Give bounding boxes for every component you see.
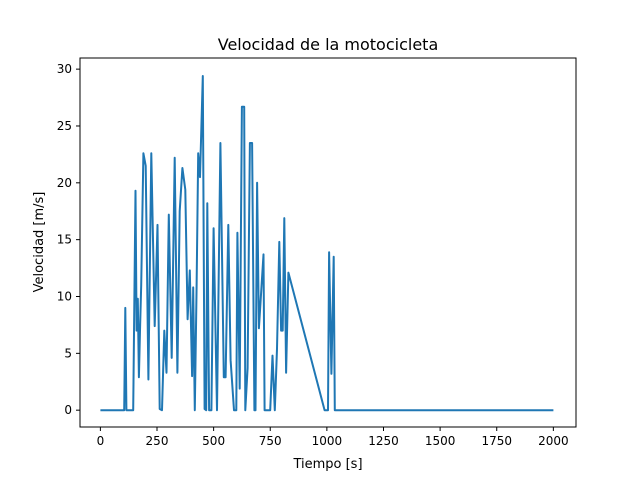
x-tick-label: 500 (202, 434, 225, 448)
y-tick-label: 15 (57, 233, 72, 247)
x-tick-label: 1750 (481, 434, 512, 448)
x-tick-label: 750 (259, 434, 282, 448)
plot-area (100, 75, 554, 412)
y-tick-label: 10 (57, 289, 72, 303)
y-tick-label: 5 (64, 346, 72, 360)
x-tick-label: 0 (97, 434, 105, 448)
y-axis-label: Velocidad [m/s] (32, 192, 47, 293)
x-tick-label: 1500 (425, 434, 456, 448)
y-tick-label: 30 (57, 62, 72, 76)
y-tick-label: 0 (64, 403, 72, 417)
chart-title: Velocidad de la motocicleta (218, 35, 439, 54)
tick-group: 0 250 500 750 1000 1250 1500 1750 2000 0 5 10 15 20 25… (57, 62, 569, 448)
x-tick-label: 1000 (312, 434, 343, 448)
x-axis-label: Tiempo [s] (292, 457, 362, 472)
x-tick-label: 1250 (368, 434, 399, 448)
axes-frame (79, 57, 577, 428)
x-tick-label: 2000 (538, 434, 569, 448)
x-tick-label: 250 (146, 434, 169, 448)
y-tick-label: 20 (57, 176, 72, 190)
series-line (100, 75, 554, 412)
y-tick-label: 25 (57, 119, 72, 133)
